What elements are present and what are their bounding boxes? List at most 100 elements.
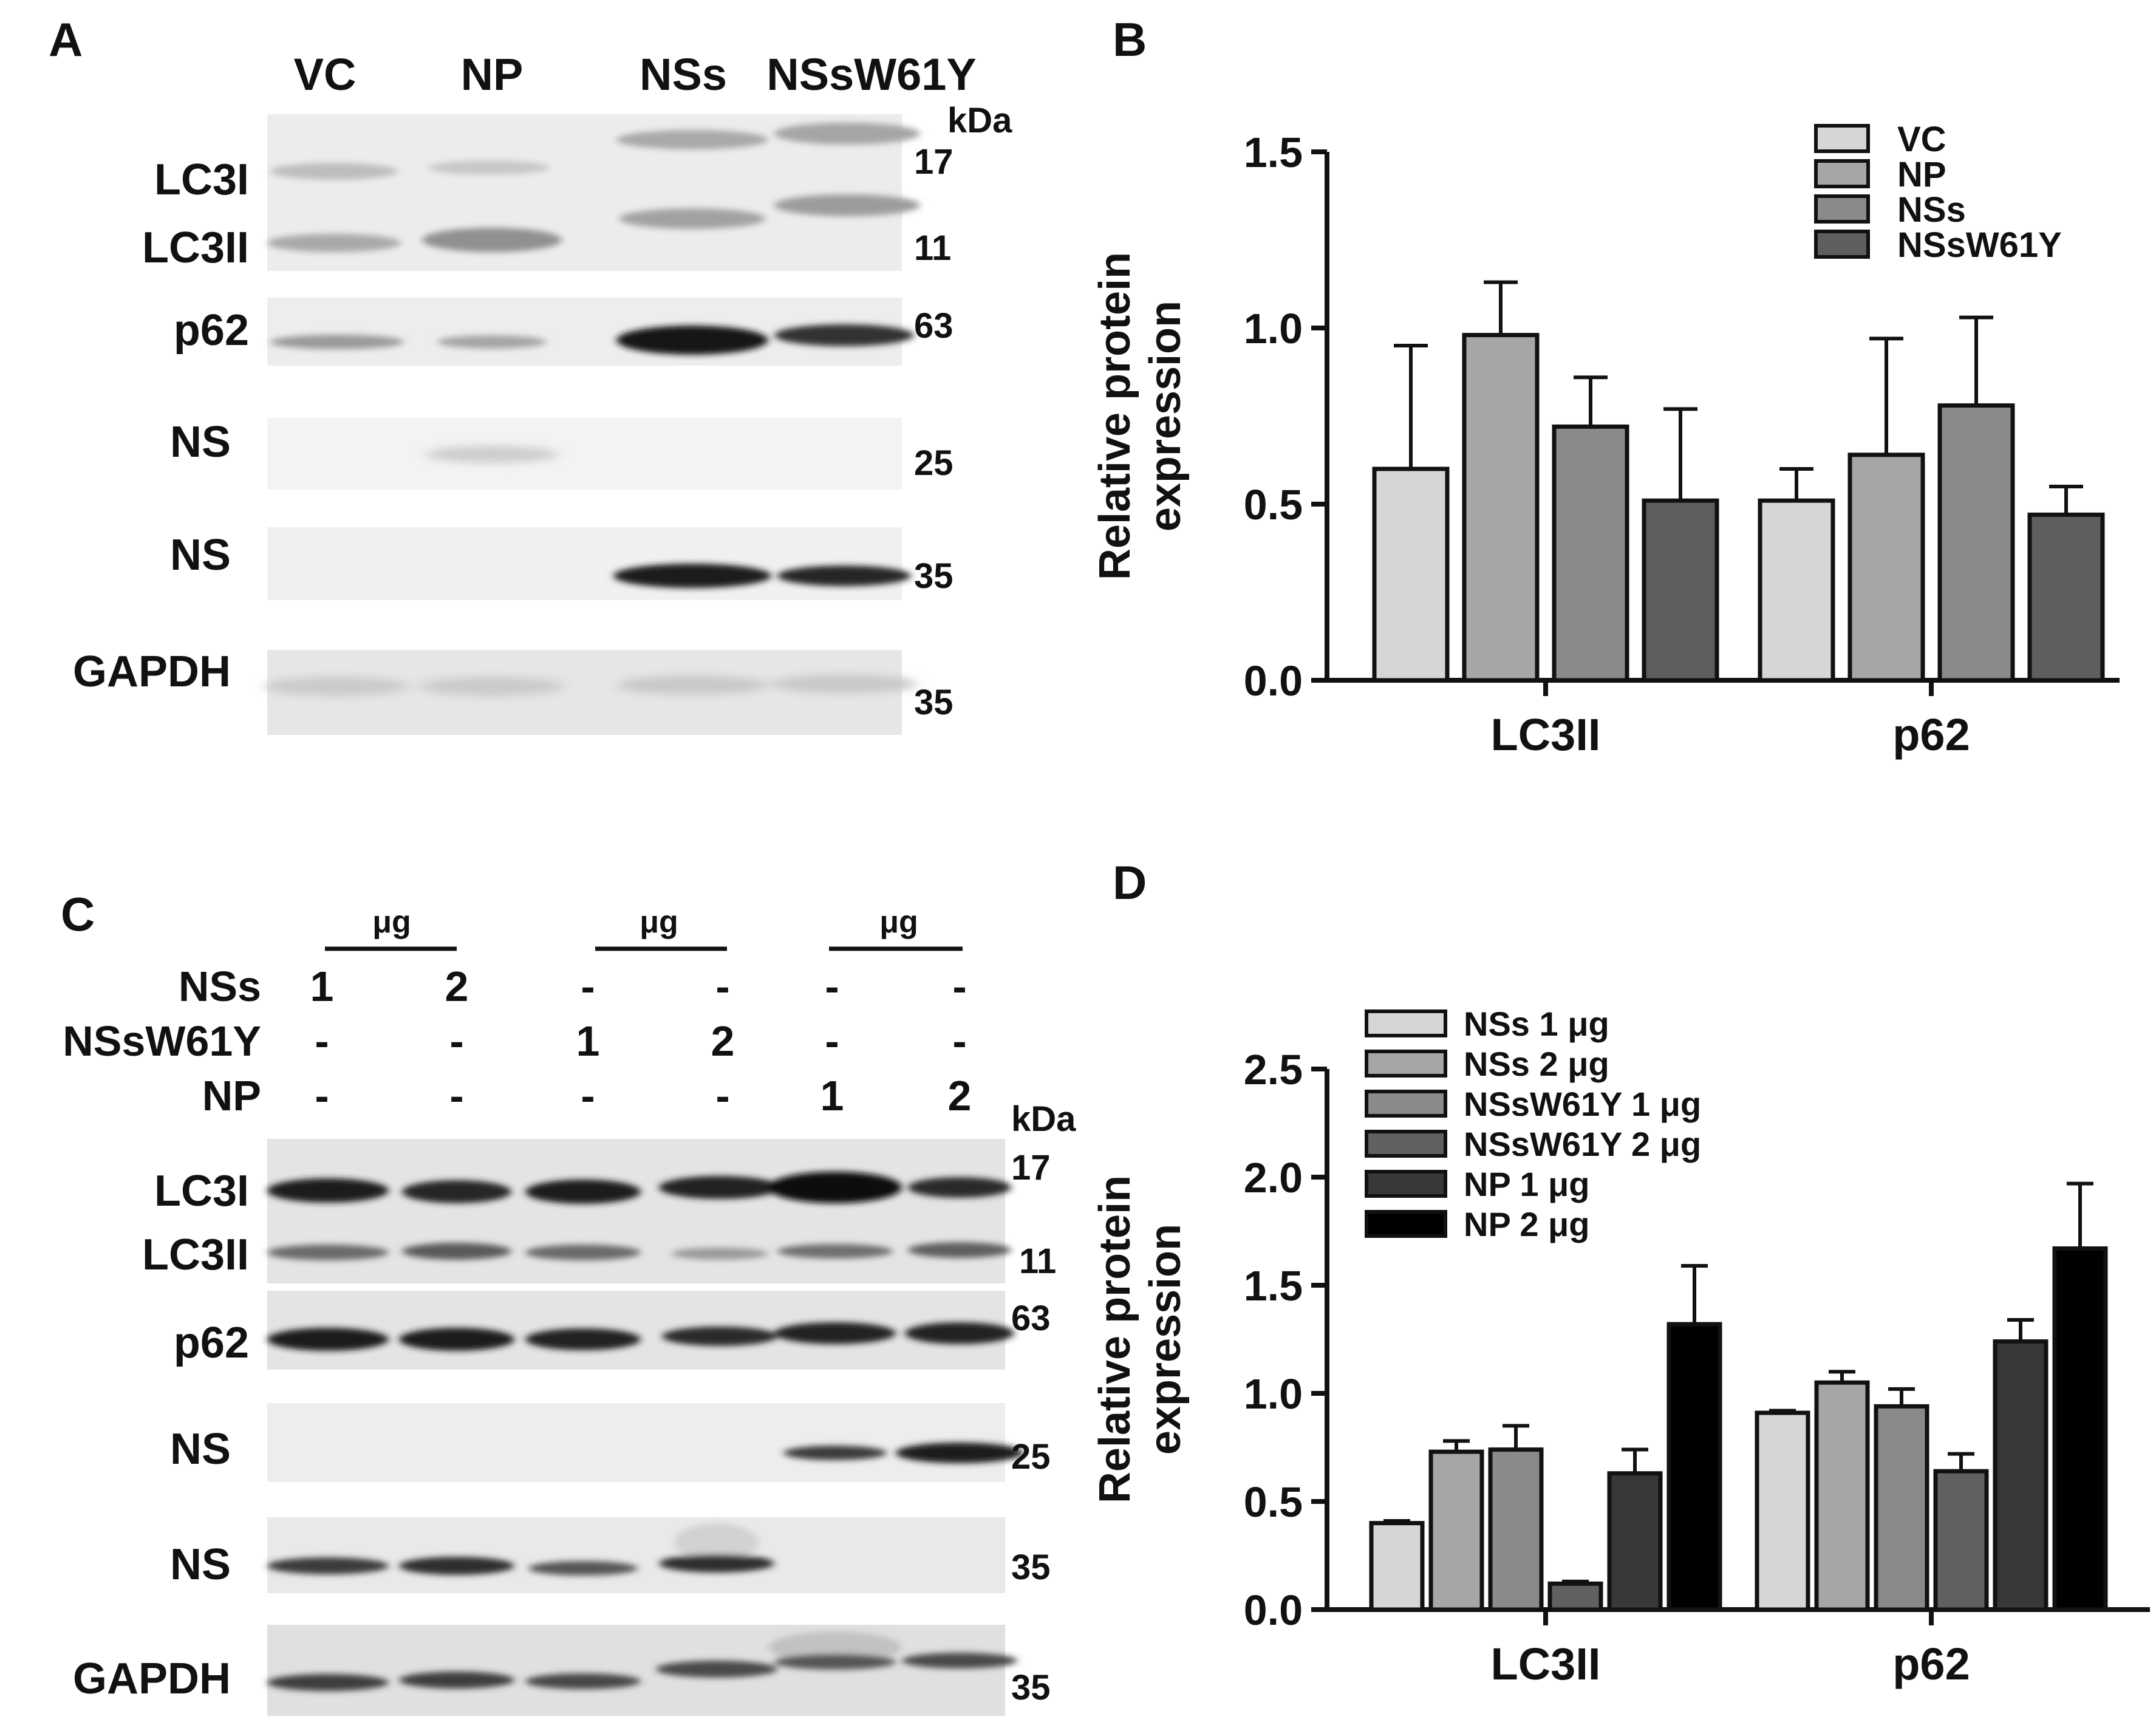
band	[428, 160, 550, 175]
kda-marker: 17	[914, 142, 953, 182]
treatment-value: -	[952, 1017, 966, 1065]
blot-membrane	[267, 1403, 1005, 1482]
treatment-value: -	[449, 1072, 463, 1119]
blot-label: GAPDH	[73, 1655, 231, 1703]
panel-a: A VC NP NSs NSsW61Y kDa LC3I LC3II 17 11	[49, 13, 1012, 735]
legend-label: NSs	[1897, 190, 1966, 230]
y-tick-label: 2.5	[1244, 1046, 1303, 1093]
treatment-value: -	[715, 963, 729, 1010]
bar	[2052, 1246, 2108, 1612]
bar	[1607, 1471, 1663, 1612]
legend-label: VC	[1897, 120, 1946, 159]
blot-label: NS	[170, 531, 231, 579]
panel-d-letter: D	[1113, 856, 1147, 909]
kda-marker: 11	[914, 228, 951, 268]
kda-marker: 63	[914, 306, 953, 346]
legend-swatch	[1365, 1170, 1447, 1198]
legend-label: NP	[1897, 155, 1946, 194]
legend-swatch	[1814, 159, 1870, 188]
kda-marker: 11	[1019, 1242, 1056, 1281]
kda-marker: 35	[914, 556, 953, 596]
band	[267, 1557, 389, 1574]
band	[267, 1674, 389, 1691]
band	[267, 1245, 389, 1260]
kda-marker: 35	[1011, 1548, 1051, 1587]
blot-membrane	[267, 418, 902, 490]
blot-lc3: LC3I LC3II 17 11	[142, 114, 953, 272]
blot-membrane	[267, 527, 902, 600]
band	[267, 234, 401, 252]
band	[264, 677, 410, 696]
y-axis-label-line: Relative protein	[1091, 1175, 1139, 1503]
band	[399, 1672, 514, 1689]
treatment-value: 1	[820, 1072, 844, 1119]
blot-gapdh: GAPDH 35	[73, 647, 953, 735]
bar	[1488, 1447, 1544, 1612]
band	[399, 1557, 514, 1575]
bar	[1462, 333, 1540, 683]
band	[774, 194, 920, 216]
lane-label: VC	[294, 49, 356, 100]
band	[613, 564, 771, 588]
treatment-row-label: NP	[202, 1072, 261, 1119]
band	[908, 1242, 1011, 1258]
legend-swatch	[1814, 230, 1870, 259]
bar	[1993, 1339, 2049, 1612]
band	[774, 1322, 896, 1344]
bar	[1847, 453, 1925, 683]
kda-marker: 35	[1011, 1668, 1051, 1707]
blot-label: LC3II	[142, 224, 249, 272]
kda-marker: 17	[1011, 1148, 1051, 1187]
band	[419, 677, 565, 696]
treatment-value: -	[715, 1072, 729, 1119]
panel-a-letter: A	[49, 13, 83, 66]
band	[905, 1322, 1014, 1344]
lane-label: NSsW61Y	[766, 49, 976, 100]
kda-label: kDa	[947, 101, 1012, 140]
band	[619, 208, 765, 229]
legend-swatch	[1365, 1009, 1447, 1037]
treatment-value: -	[952, 963, 966, 1010]
band	[659, 1554, 774, 1573]
treatment-value: -	[315, 1017, 329, 1065]
band	[674, 1523, 759, 1562]
blot-label: NS	[170, 418, 231, 466]
bar	[1642, 498, 1719, 683]
kda-marker: 63	[1011, 1299, 1051, 1338]
bar	[1547, 1581, 1603, 1612]
blot-label: LC3II	[142, 1231, 249, 1279]
x-tick-label: LC3II	[1491, 1639, 1601, 1689]
y-tick-label: 0.5	[1244, 481, 1303, 528]
band	[902, 1653, 1017, 1669]
band	[525, 1245, 641, 1260]
blot-label: p62	[174, 306, 249, 355]
y-axis-label-line: expression	[1141, 301, 1190, 531]
band	[774, 1654, 896, 1670]
lane-label: NP	[461, 49, 524, 100]
treatment-value: -	[315, 1072, 329, 1119]
blot-membrane	[267, 1517, 1005, 1593]
band	[525, 1673, 641, 1689]
band	[425, 446, 559, 463]
treatment-value: -	[449, 1017, 463, 1065]
bar	[1814, 1380, 1870, 1612]
treatment-row-label: NSs	[179, 963, 261, 1010]
y-tick-label: 0.0	[1244, 657, 1303, 705]
blot-lc3: LC3I LC3II 17 11	[142, 1139, 1056, 1283]
band	[777, 1244, 893, 1259]
treatment-value: 2	[948, 1072, 972, 1119]
band	[671, 1248, 768, 1260]
band	[908, 1177, 1011, 1198]
blot-label: LC3I	[154, 155, 249, 204]
band	[896, 1443, 1023, 1463]
bar	[1666, 1322, 1722, 1612]
legend-label: NSsW61Y 1 μg	[1464, 1085, 1701, 1123]
treatment-value: -	[825, 1017, 839, 1065]
y-tick-label: 1.5	[1244, 1262, 1303, 1310]
bar	[1937, 403, 2015, 683]
bar	[2027, 512, 2105, 683]
legend-label: NSsW61Y 2 μg	[1464, 1125, 1701, 1163]
y-tick-label: 0.5	[1244, 1478, 1303, 1526]
unit-label: μg	[879, 904, 918, 940]
y-tick-label: 1.0	[1244, 1370, 1303, 1418]
